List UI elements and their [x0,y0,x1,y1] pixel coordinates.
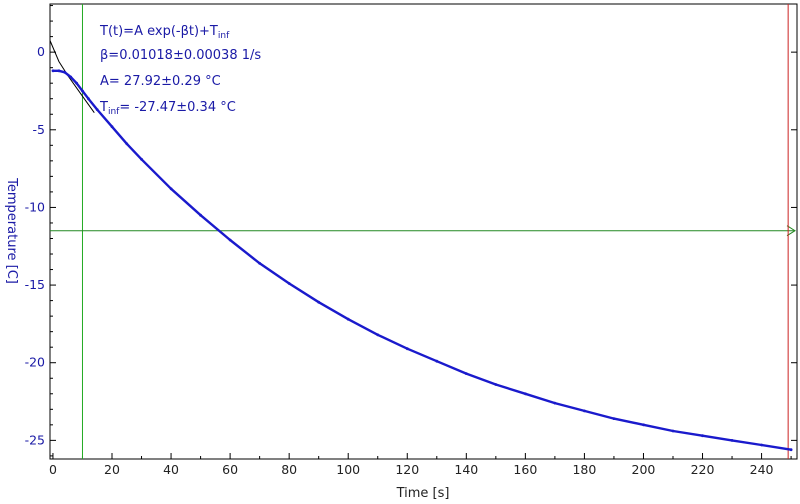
fit-tinf-value: = -27.47±0.34 °C [119,100,235,115]
y-tick-label: -10 [25,199,45,214]
temperature-data-point [228,238,232,242]
temperature-data-point [95,108,99,111]
temperature-data-point [140,157,143,161]
fit-tinf: Tinf= -27.47±0.34 °C [99,100,236,117]
temperature-data-point [63,70,67,74]
series-layer [49,40,793,452]
temperature-data-point [346,317,350,321]
temperature-data-point [87,97,90,101]
x-tick-label: 0 [49,462,57,477]
y-tick-label: -25 [25,432,45,447]
fit-formula-sub: inf [218,31,230,41]
fit-tinf-sub: inf [108,107,120,117]
temperature-data-point [553,401,557,405]
y-tick-label: -5 [33,122,45,137]
x-tick-label: 180 [572,462,596,477]
x-tick-label: 40 [163,462,179,477]
temperature-data-point [169,187,173,191]
temperature-data-point [287,282,291,285]
y-tick-label: -20 [25,355,45,370]
y-axis-title: Temperature [C] [4,177,19,284]
temperature-data-point [789,448,793,452]
x-tick-label: 100 [336,462,360,477]
temperature-data-point [642,423,645,427]
y-tick-label: 0 [37,44,45,59]
temperature-data-point [110,125,114,129]
temperature-data-point [258,261,261,265]
temperature-data-point [612,417,616,420]
x-tick-label: 120 [395,462,419,477]
temperature-data-point [435,359,439,363]
horizontal-cursor-arrow [786,225,796,237]
temperature-data-point [524,392,527,396]
x-tick-label: 60 [222,462,238,477]
x-tick-label: 80 [281,462,297,477]
temperature-data-point [81,89,84,93]
x-tick-label: 140 [454,462,478,477]
temperature-data-point [730,439,734,442]
fit-beta: β=0.01018±0.00038 1/s [100,48,261,63]
x-tick-label: 20 [104,462,120,477]
cursor-layer [50,4,796,459]
temperature-data-point [494,383,498,386]
temperature-data-point [376,333,380,337]
x-tick-label: 240 [750,462,774,477]
fit-formula-main: T(t)=A exp(-βt)+T [99,24,218,39]
y-axis-ticks: 0 -5 -10 -15 -20 -25 [25,5,797,457]
fit-tinf-main: T [99,100,108,115]
x-axis-title: Time [s] [396,486,450,501]
temperature-data-point [760,443,763,447]
temperature-data-point [464,372,468,375]
temperature-data-point [317,300,321,304]
temperature-data-point [671,429,675,433]
y-tick-label: -15 [25,277,45,292]
temperature-data-point [701,434,704,438]
temperature-data-point [199,213,203,217]
x-tick-label: 220 [691,462,715,477]
fit-curve-line [49,40,95,113]
x-axis-ticks: 0 20 40 60 80 100 120 140 160 180 200 220 240 [49,453,792,477]
temperature-data-point [57,69,61,73]
temperature-data-point [125,142,129,146]
fit-amplitude: A= 27.92±0.29 °C [100,74,221,89]
fit-annotation: T(t)=A exp(-βt)+Tinf β=0.01018±0.00038 1… [99,24,261,117]
temperature-data-point [51,69,55,73]
temperature-data-point [405,347,409,351]
plot-frame [49,3,798,460]
temperature-data-point [69,75,73,79]
temperature-data-point [75,81,78,85]
x-tick-label: 160 [513,462,537,477]
fit-formula: T(t)=A exp(-βt)+Tinf [99,24,230,41]
temperature-data-point [583,409,586,413]
x-tick-label: 200 [632,462,656,477]
